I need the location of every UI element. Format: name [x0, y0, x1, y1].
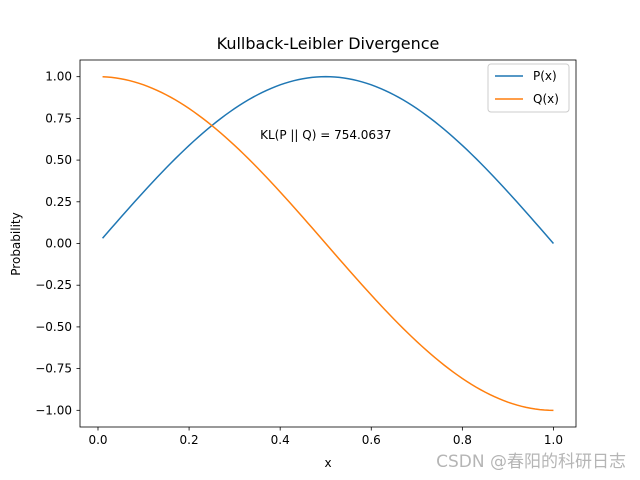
kl-annotation: KL(P || Q) = 754.0637 [260, 128, 391, 142]
series-line-q [102, 76, 554, 412]
x-tick-label: 0.2 [180, 433, 199, 447]
x-tick-label: 0.0 [88, 433, 107, 447]
axes-ticks: 0.0 0.2 0.4 0.6 0.8 1.0 1.00 0.75 0.50 0.25 0.00 −0… [35, 59, 577, 447]
x-tick-label: 0.6 [362, 433, 381, 447]
y-axis-label: Probability [9, 212, 23, 275]
y-tick-label: −0.50 [35, 320, 72, 334]
x-axis-label: x [324, 456, 331, 470]
y-tick-label: 0.00 [45, 237, 72, 251]
x-tick-label: 1.0 [544, 433, 563, 447]
x-tick-label: 0.4 [271, 433, 290, 447]
x-tick-label: 0.8 [453, 433, 472, 447]
chart-title: Kullback-Leibler Divergence [217, 34, 440, 53]
y-tick-label: 0.25 [45, 195, 72, 209]
axes-frame [79, 59, 577, 428]
legend-label-q: Q(x) [533, 92, 559, 106]
y-tick-label: −0.25 [35, 278, 72, 292]
legend: P(x) Q(x) [487, 63, 570, 113]
y-tick-label: −1.00 [35, 403, 72, 417]
plot-area [101, 75, 555, 412]
y-tick-label: 0.75 [45, 111, 72, 125]
series-line-p [101, 75, 555, 244]
watermark: CSDN @春阳的科研日志 [436, 452, 626, 472]
y-tick-label: 1.00 [45, 70, 72, 84]
legend-label-p: P(x) [533, 69, 557, 83]
y-tick-label: 0.50 [45, 153, 72, 167]
y-tick-label: −0.75 [35, 362, 72, 376]
